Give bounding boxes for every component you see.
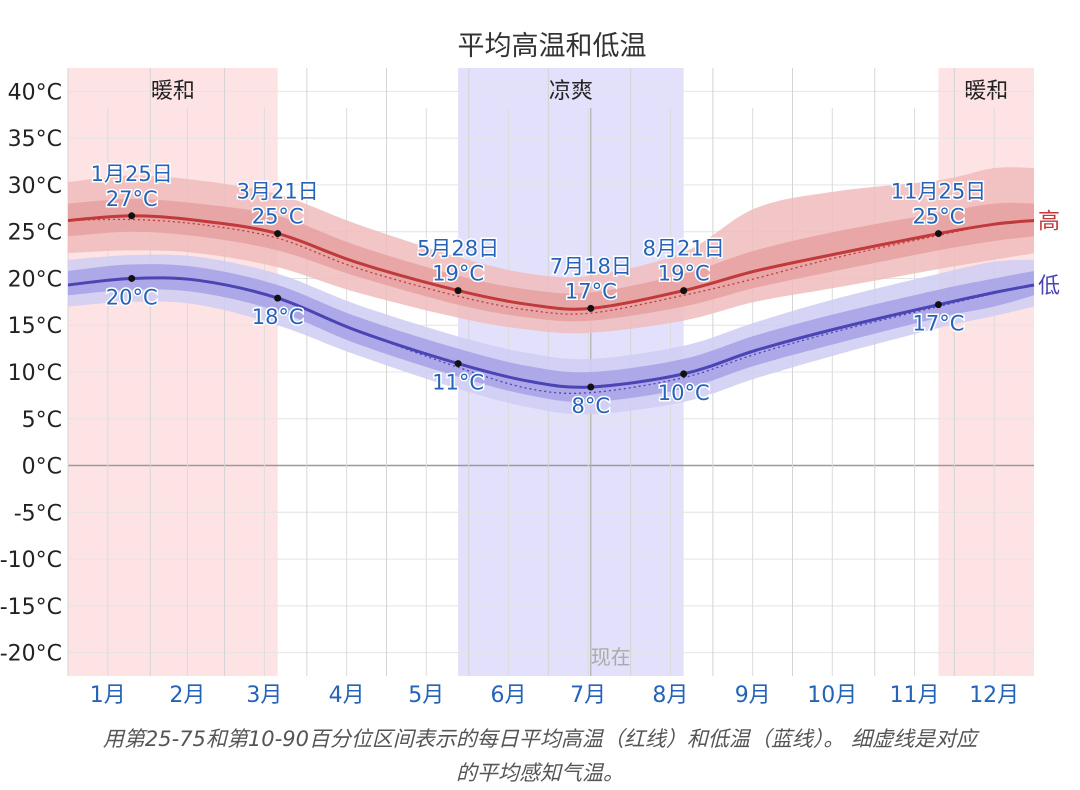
series-lines: 高低 bbox=[67, 209, 1060, 395]
data-point bbox=[454, 360, 462, 368]
annotation-date: 5月28日 bbox=[417, 237, 499, 261]
annotation-value: 11°C bbox=[432, 371, 484, 395]
annotation-value: 20°C bbox=[106, 285, 158, 309]
annotation-date: 3月21日 bbox=[237, 180, 319, 204]
annotation-value: 27°C bbox=[106, 187, 158, 211]
band-10-90 bbox=[68, 254, 1034, 415]
annotation-date: 1月25日 bbox=[91, 162, 173, 186]
y-tick-label: 40°C bbox=[8, 80, 62, 105]
series-line bbox=[67, 214, 1035, 311]
y-tick-label: 10°C bbox=[8, 361, 62, 386]
series-label: 高 bbox=[1038, 209, 1060, 234]
annotation-value: 25°C bbox=[913, 205, 965, 229]
annotation-value: 8°C bbox=[572, 394, 611, 418]
feels-like-line bbox=[67, 218, 1035, 315]
y-tick-label: 15°C bbox=[8, 314, 62, 339]
caption-line-1: 用第25-75和第10-90百分位区间表示的每日平均高温（红线）和低温（蓝线）。… bbox=[102, 727, 978, 751]
annotation-value: 19°C bbox=[432, 262, 484, 286]
annotations: 27°C1月25日20°C25°C3月21日18°C19°C5月28日11°C1… bbox=[89, 160, 988, 419]
x-tick-label: 6月 bbox=[491, 683, 527, 708]
data-point bbox=[934, 301, 942, 309]
annotation-value: 19°C bbox=[658, 262, 710, 286]
data-point bbox=[587, 383, 595, 391]
data-point bbox=[454, 287, 462, 295]
annotation-date: 8月21日 bbox=[643, 237, 725, 261]
x-tick-label: 7月 bbox=[570, 683, 606, 708]
y-tick-label: -10°C bbox=[0, 548, 62, 573]
data-point bbox=[934, 230, 942, 238]
y-tick-label: -15°C bbox=[0, 595, 62, 620]
annotation-date: 11月25日 bbox=[891, 180, 986, 204]
caption-line-2: 的平均感知气温。 bbox=[456, 761, 624, 785]
y-tick-label: 0°C bbox=[22, 455, 62, 480]
y-tick-label: 30°C bbox=[8, 174, 62, 199]
now-label: 现在 bbox=[591, 645, 631, 669]
y-tick-label: 25°C bbox=[8, 221, 62, 246]
data-point bbox=[680, 370, 688, 378]
annotation-value: 18°C bbox=[252, 305, 304, 329]
annotation-value: 25°C bbox=[252, 205, 304, 229]
band-10-90 bbox=[68, 167, 1034, 334]
temperature-chart: 暖和 凉爽 暖和 现在 高低 27°C1月25日20°C25°C3月21日18°C1… bbox=[0, 31, 1060, 708]
y-tick-label: -5°C bbox=[14, 501, 62, 526]
series-line bbox=[67, 276, 1035, 389]
annotation-value: 10°C bbox=[658, 381, 710, 405]
y-tick-label: 5°C bbox=[22, 408, 62, 433]
x-tick-label: 11月 bbox=[890, 683, 940, 708]
chart-caption: 用第25-75和第10-90百分位区间表示的每日平均高温（红线）和低温（蓝线）。… bbox=[20, 722, 1060, 790]
annotation-value: 17°C bbox=[913, 312, 965, 336]
x-tick-label: 8月 bbox=[652, 683, 688, 708]
data-point bbox=[128, 274, 136, 282]
x-tick-label: 10月 bbox=[807, 683, 857, 708]
x-tick-label: 9月 bbox=[735, 683, 771, 708]
x-tick-label: 1月 bbox=[90, 683, 126, 708]
x-tick-label: 12月 bbox=[969, 683, 1019, 708]
x-tick-label: 5月 bbox=[408, 683, 444, 708]
y-tick-label: 20°C bbox=[8, 267, 62, 292]
data-point bbox=[274, 294, 282, 302]
data-point bbox=[680, 287, 688, 295]
x-tick-label: 4月 bbox=[329, 683, 365, 708]
band-25-75 bbox=[68, 264, 1034, 403]
chart-title: 平均高温和低温 bbox=[458, 31, 647, 62]
data-point bbox=[587, 304, 595, 312]
series-label: 低 bbox=[1038, 274, 1060, 299]
annotation-value: 17°C bbox=[565, 279, 617, 303]
percentile-bands bbox=[68, 167, 1034, 415]
band-25-75 bbox=[68, 199, 1034, 322]
data-point bbox=[274, 230, 282, 238]
y-tick-label: -20°C bbox=[0, 642, 62, 667]
data-point bbox=[128, 212, 136, 220]
x-tick-label: 3月 bbox=[246, 683, 282, 708]
axes: 40°C 35°C 30°C 25°C 20°C 15°C 10°C 5°C 0°C -5°C -1… bbox=[0, 80, 1019, 708]
x-tick-label: 2月 bbox=[169, 683, 205, 708]
annotation-date: 7月18日 bbox=[550, 254, 632, 278]
y-tick-label: 35°C bbox=[8, 127, 62, 152]
